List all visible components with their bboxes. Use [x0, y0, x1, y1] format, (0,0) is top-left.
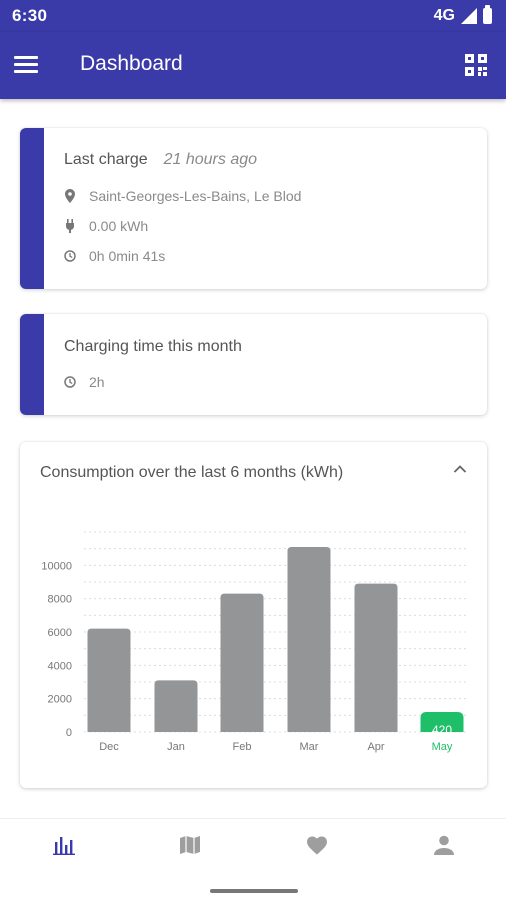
charging-time-row: 2h — [64, 374, 105, 390]
last-charge-heading: Last charge 21 hours ago — [64, 151, 257, 169]
battery-icon — [483, 5, 492, 24]
page-title: Dashboard — [80, 52, 183, 75]
nav-map[interactable] — [176, 831, 204, 859]
card-accent — [20, 128, 44, 289]
gesture-bar — [210, 889, 298, 893]
bar-may-highlighted — [420, 712, 464, 732]
y-tick-label: 0 — [66, 727, 72, 739]
chart-title: Consumption over the last 6 months (kWh) — [40, 464, 344, 481]
x-tick-label: Apr — [367, 741, 384, 753]
nav-favorites[interactable] — [303, 831, 331, 859]
last-charge-energy-row: 0.00 kWh — [64, 218, 148, 234]
last-charge-duration-row: 0h 0min 41s — [64, 248, 165, 264]
map-icon — [180, 836, 200, 854]
last-charge-card[interactable]: Last charge 21 hours ago Saint-Georges-Le… — [20, 128, 487, 289]
last-charge-duration: 0h 0min 41s — [89, 248, 166, 264]
last-charge-energy: 0.00 kWh — [89, 218, 149, 234]
y-tick-label: 6000 — [48, 627, 72, 639]
qr-code-icon[interactable] — [465, 54, 487, 76]
signal-icon — [461, 8, 477, 24]
bar-feb — [220, 593, 264, 732]
last-charge-title: Last charge — [64, 151, 148, 168]
card-accent — [20, 314, 44, 415]
nav-statistics[interactable] — [50, 831, 78, 859]
app-bar: Dashboard — [0, 32, 506, 99]
x-tick-label: Dec — [99, 741, 119, 753]
nav-profile[interactable] — [430, 831, 458, 859]
last-charge-location-row: Saint-Georges-Les-Bains, Le Blod — [64, 188, 301, 204]
x-tick-label: Feb — [233, 741, 252, 753]
status-icons: 4G — [433, 5, 492, 25]
menu-icon[interactable] — [14, 56, 38, 74]
clock-icon — [64, 249, 76, 263]
heart-icon — [307, 836, 327, 855]
person-icon — [434, 835, 454, 855]
x-tick-label: May — [432, 741, 453, 753]
bottom-navigation — [0, 818, 506, 870]
last-charge-relative-time: 21 hours ago — [163, 151, 258, 168]
status-time: 6:30 — [12, 6, 48, 25]
consumption-card: Consumption over the last 6 months (kWh)… — [20, 442, 487, 788]
network-type: 4G — [433, 7, 455, 24]
x-tick-label: Jan — [167, 741, 185, 753]
bar-chart-icon — [53, 837, 75, 855]
bar-jan — [154, 680, 198, 732]
charging-time-value: 2h — [89, 374, 105, 390]
y-tick-label: 4000 — [48, 660, 72, 672]
location-pin-icon — [64, 189, 76, 203]
bar-mar — [287, 547, 331, 732]
bar-apr — [354, 583, 398, 732]
y-tick-label: 8000 — [48, 594, 72, 606]
y-tick-label: 2000 — [48, 694, 72, 706]
clock-icon — [64, 375, 76, 389]
last-charge-location: Saint-Georges-Les-Bains, Le Blod — [89, 188, 302, 204]
chevron-up-icon[interactable] — [453, 464, 467, 474]
highlight-value-label: 420 — [432, 723, 452, 737]
charging-time-title: Charging time this month — [64, 338, 242, 355]
x-tick-label: Mar — [300, 741, 319, 753]
charging-time-card[interactable]: Charging time this month 2h — [20, 314, 487, 415]
y-tick-label: 10000 — [41, 560, 72, 572]
bar-dec — [87, 628, 131, 732]
consumption-bar-chart: 0 2000 4000 6000 8000 10000 Dec Jan Feb Mar Apr 420… — [41, 531, 468, 753]
status-bar: 6:30 4G — [0, 0, 506, 32]
plug-icon — [64, 219, 76, 233]
